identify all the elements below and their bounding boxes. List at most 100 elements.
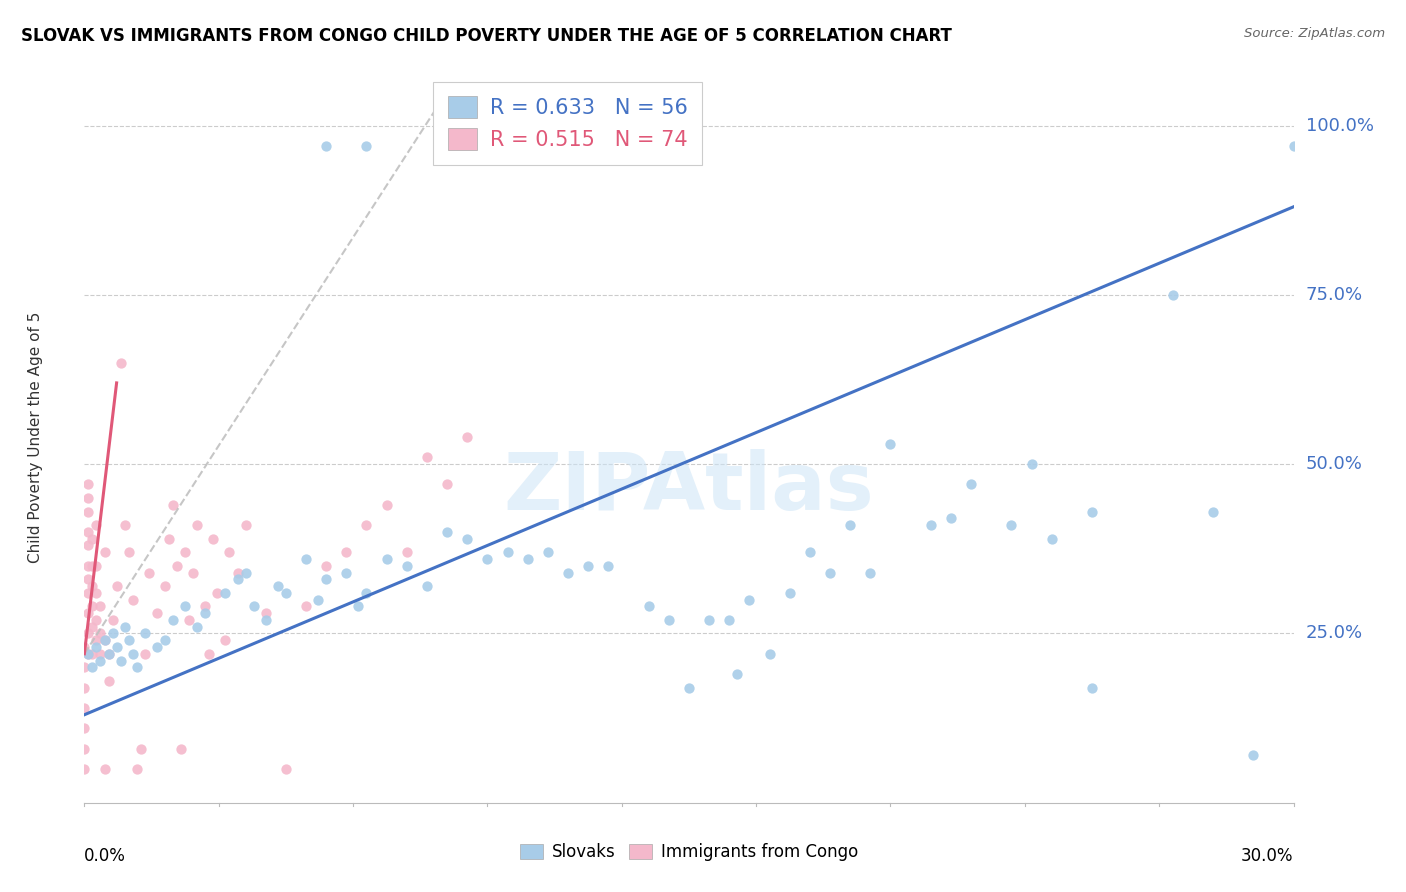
Point — [82, 647, 104, 661]
Point — [356, 518, 378, 533]
Point — [254, 613, 277, 627]
Point — [146, 606, 169, 620]
Point — [799, 545, 821, 559]
Text: ZIPAtlas: ZIPAtlas — [503, 450, 875, 527]
Point — [537, 545, 560, 559]
Point — [202, 532, 225, 546]
Point — [356, 586, 378, 600]
Point — [375, 498, 398, 512]
Point — [138, 566, 160, 580]
Point — [89, 647, 111, 661]
Text: 30.0%: 30.0% — [1241, 847, 1294, 864]
Point — [456, 532, 478, 546]
Point — [134, 626, 156, 640]
Text: Source: ZipAtlas.com: Source: ZipAtlas.com — [1244, 27, 1385, 40]
Point — [186, 518, 208, 533]
Point — [1081, 505, 1104, 519]
Point — [194, 599, 217, 614]
Point — [347, 599, 370, 614]
Point — [214, 633, 236, 648]
Point — [77, 606, 100, 620]
Point — [97, 647, 120, 661]
Point — [436, 524, 458, 539]
Point — [235, 566, 257, 580]
Point — [77, 538, 100, 552]
Point — [1241, 748, 1264, 763]
Point — [82, 599, 104, 614]
Point — [121, 647, 143, 661]
Point — [181, 566, 204, 580]
Point — [77, 586, 100, 600]
Point — [86, 518, 108, 533]
Point — [738, 592, 761, 607]
Point — [73, 701, 96, 715]
Point — [97, 673, 120, 688]
Point — [939, 511, 962, 525]
Point — [658, 613, 681, 627]
Point — [307, 592, 329, 607]
Point — [73, 721, 96, 735]
Text: 50.0%: 50.0% — [1306, 455, 1362, 473]
Point — [93, 633, 115, 648]
Point — [82, 532, 104, 546]
Point — [436, 477, 458, 491]
Point — [114, 620, 136, 634]
Point — [839, 518, 862, 533]
Point — [1040, 532, 1063, 546]
Text: 0.0%: 0.0% — [84, 847, 127, 864]
Point — [516, 552, 538, 566]
Point — [77, 505, 100, 519]
Point — [818, 566, 841, 580]
Point — [93, 633, 115, 648]
Point — [1202, 505, 1225, 519]
Text: 25.0%: 25.0% — [1306, 624, 1362, 642]
Point — [725, 667, 748, 681]
Point — [77, 524, 100, 539]
Point — [170, 741, 193, 756]
Text: Child Poverty Under the Age of 5: Child Poverty Under the Age of 5 — [28, 311, 44, 563]
Point — [110, 355, 132, 369]
Point — [86, 633, 108, 648]
Point — [125, 762, 148, 776]
Point — [97, 647, 120, 661]
Point — [879, 437, 901, 451]
Point — [77, 647, 100, 661]
Point — [77, 626, 100, 640]
Point — [242, 599, 264, 614]
Point — [198, 647, 221, 661]
Point — [174, 545, 197, 559]
Point — [395, 545, 418, 559]
Point — [315, 572, 337, 586]
Point — [77, 558, 100, 573]
Point — [315, 558, 337, 573]
Point — [153, 579, 176, 593]
Point — [295, 599, 318, 614]
Point — [267, 579, 290, 593]
Point — [1161, 288, 1184, 302]
Point — [93, 762, 115, 776]
Point — [89, 654, 111, 668]
Point — [416, 579, 439, 593]
Point — [89, 599, 111, 614]
Point — [82, 660, 104, 674]
Point — [166, 558, 188, 573]
Point — [101, 613, 124, 627]
Point — [779, 586, 801, 600]
Point — [146, 640, 169, 654]
Point — [105, 579, 128, 593]
Point — [77, 572, 100, 586]
Point — [456, 430, 478, 444]
Point — [153, 633, 176, 648]
Point — [77, 477, 100, 491]
Point — [77, 491, 100, 505]
Point — [226, 566, 249, 580]
Point — [186, 620, 208, 634]
Point — [1000, 518, 1022, 533]
Point — [73, 640, 96, 654]
Point — [82, 579, 104, 593]
Point — [416, 450, 439, 465]
Point — [174, 599, 197, 614]
Point — [557, 566, 579, 580]
Point — [295, 552, 318, 566]
Point — [335, 566, 357, 580]
